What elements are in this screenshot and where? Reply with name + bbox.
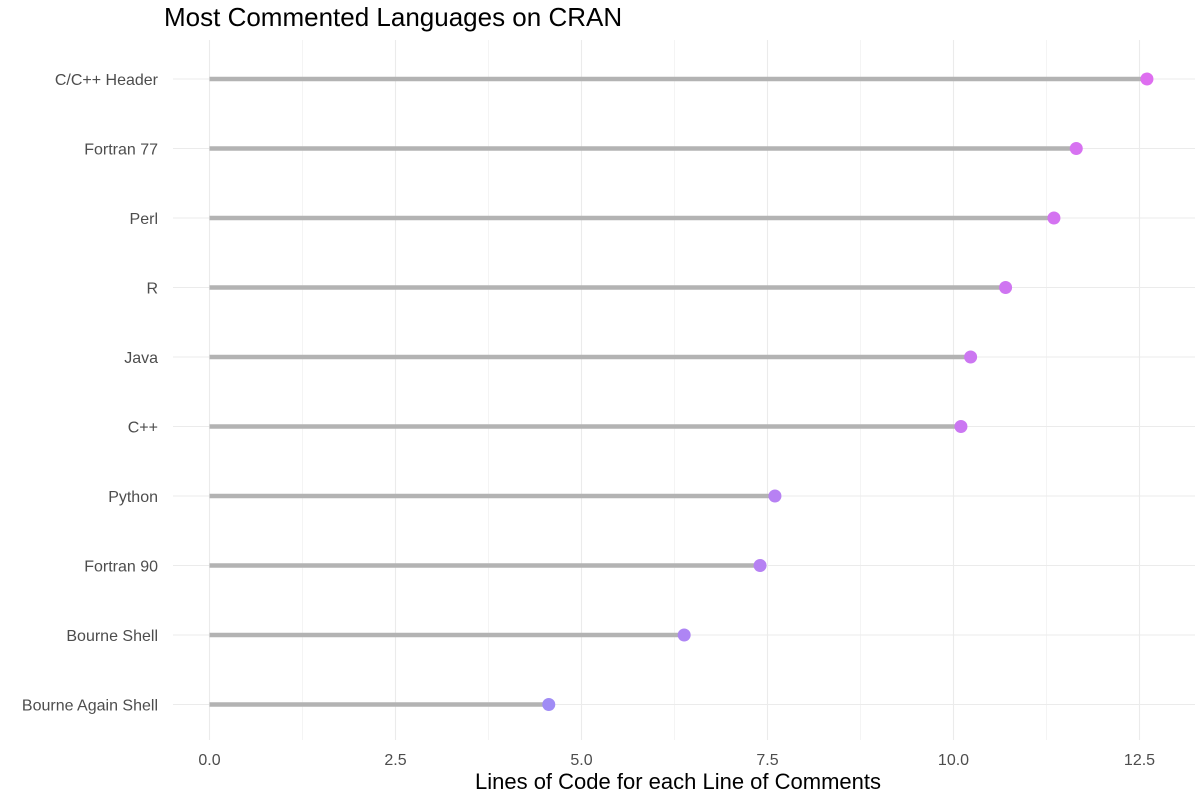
y-tick-label: Fortran 90 (84, 559, 158, 576)
x-tick-label: 5.0 (570, 752, 592, 769)
lollipop-point (768, 489, 782, 503)
y-tick-label: Bourne Shell (66, 628, 158, 645)
lollipop-points (542, 72, 1154, 711)
lollipop-point (1047, 211, 1061, 225)
y-tick-label: C++ (128, 420, 158, 437)
y-tick-label: Bourne Again Shell (22, 698, 158, 715)
x-tick-label: 12.5 (1124, 752, 1155, 769)
x-tick-label: 2.5 (384, 752, 406, 769)
chart-title: Most Commented Languages on CRAN (164, 2, 623, 32)
y-tick-label: Java (124, 350, 158, 367)
lollipop-point (1140, 72, 1154, 86)
y-axis-labels: C/C++ Header Fortran 77 Perl R Java C++ Python… (22, 72, 159, 715)
x-tick-label: 7.5 (756, 752, 778, 769)
lollipop-point (677, 628, 691, 642)
lollipop-point (999, 281, 1013, 294)
y-tick-label: C/C++ Header (55, 72, 159, 89)
lollipop-segments (209, 76, 1147, 707)
y-tick-label: Perl (130, 211, 158, 228)
x-tick-label: 10.0 (938, 752, 969, 769)
lollipop-point (753, 559, 767, 572)
lollipop-point (954, 420, 968, 433)
lollipop-point (1069, 142, 1083, 155)
lollipop-point (964, 350, 978, 364)
y-tick-label: Python (108, 489, 158, 506)
x-axis-title: Lines of Code for each Line of Comments (475, 769, 881, 794)
x-axis-labels: 0.0 2.5 5.0 7.5 10.0 12.5 (198, 752, 1155, 769)
lollipop-point (542, 698, 556, 711)
y-tick-label: R (146, 281, 158, 298)
x-tick-label: 0.0 (198, 752, 220, 769)
y-tick-label: Fortran 77 (84, 142, 158, 159)
